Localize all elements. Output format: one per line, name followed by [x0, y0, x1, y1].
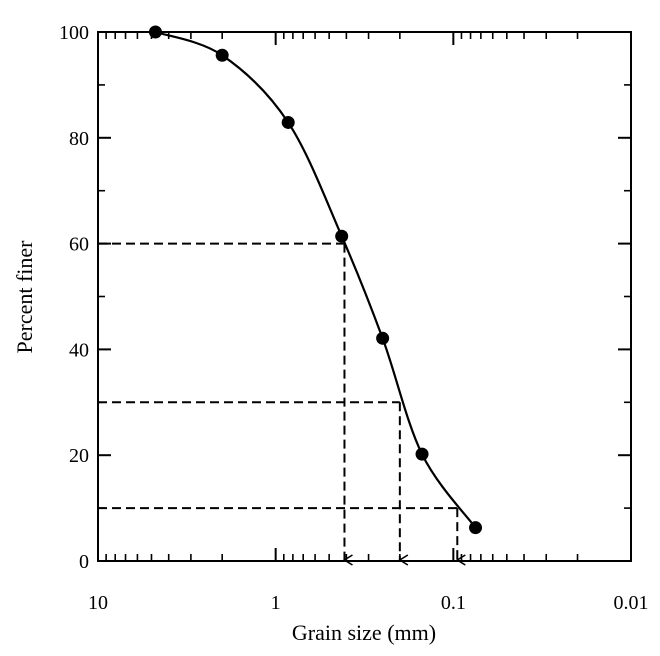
data-point: [335, 229, 349, 243]
y-tick-label: 0: [79, 551, 89, 573]
data-point: [148, 25, 162, 39]
x-tick-label: 0.01: [614, 592, 649, 614]
x-axis-title: Grain size (mm): [292, 620, 436, 645]
x-tick-label: 0.1: [441, 592, 466, 614]
data-point: [376, 331, 390, 345]
x-tick-label: 1: [271, 592, 281, 614]
data-point: [215, 48, 229, 62]
data-point: [469, 521, 483, 535]
y-tick-label: 20: [69, 445, 89, 467]
y-tick-label: 40: [69, 339, 89, 361]
x-tick-label: 10: [88, 592, 108, 614]
axis-ticks: [97, 31, 632, 562]
y-tick-label: 60: [69, 234, 89, 256]
y-tick-label: 100: [59, 22, 89, 44]
tick-labels: 0 20 40 60 80 100 10 1 0.1 0.01: [59, 22, 649, 614]
data-point: [281, 115, 295, 129]
reference-lines: [98, 242, 466, 566]
y-axis-title: Percent finer: [12, 240, 37, 354]
data-point: [415, 447, 429, 461]
y-tick-label: 80: [69, 128, 89, 150]
plot-frame: [97, 31, 632, 562]
data-points: [148, 25, 483, 535]
